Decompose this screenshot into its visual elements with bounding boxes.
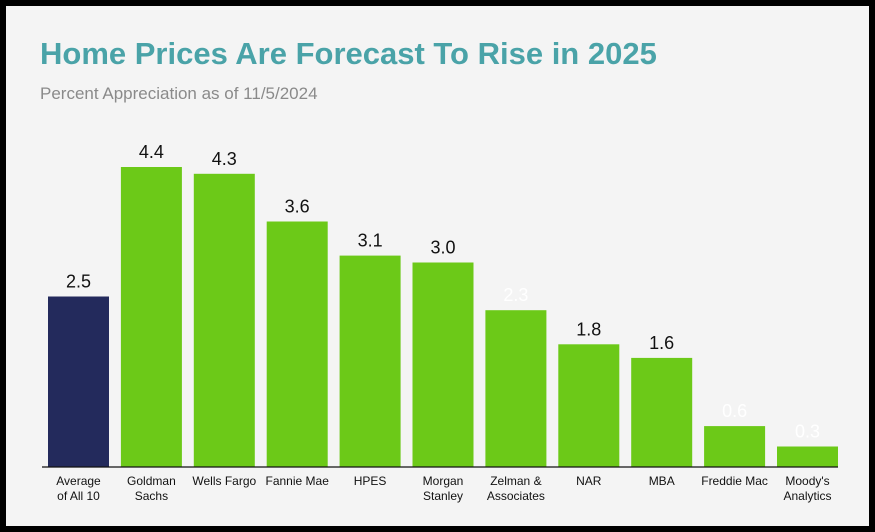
bar-fannie-mae — [266, 221, 328, 467]
value-label-average-of-all-10: 2.5 — [66, 272, 91, 292]
bar-mba — [631, 357, 693, 467]
category-label-line: Wells Fargo — [192, 474, 256, 488]
category-label-moody-s-analytics: Moody's Analytics — [783, 474, 831, 503]
bar-hpes — [339, 255, 401, 467]
value-label-fannie-mae: 3.6 — [285, 197, 310, 217]
category-label-fannie-mae: Fannie Mae — [266, 474, 330, 488]
category-label-line: Average — [56, 474, 101, 488]
category-label-line: of All 10 — [57, 489, 100, 503]
value-label-goldman-sachs: 4.4 — [139, 142, 164, 162]
bar-goldman-sachs — [120, 167, 182, 467]
bars-group — [48, 167, 838, 468]
category-label-average-of-all-10: Average of All 10 — [56, 474, 101, 503]
chart-frame: Home Prices Are Forecast To Rise in 2025… — [6, 6, 869, 526]
category-label-morgan-stanley: Morgan Stanley — [423, 474, 464, 503]
value-label-moody-s-analytics: 0.3 — [795, 422, 820, 442]
category-label-line: Morgan — [423, 474, 464, 488]
bar-average-of-all-10 — [48, 296, 109, 467]
category-label-zelman-associates: Zelman & Associates — [487, 474, 545, 503]
bar-freddie-mac — [704, 426, 766, 467]
category-label-line: Sachs — [135, 489, 168, 503]
value-label-mba: 1.6 — [649, 333, 674, 353]
value-labels-group: 2.5 4.4 4.3 3.6 3.1 3.0 2.3 1.8 1.6 0.6 0.3 — [66, 142, 820, 442]
category-label-freddie-mac: Freddie Mac — [701, 474, 768, 488]
category-label-line: Goldman — [127, 474, 176, 488]
category-label-wells-fargo: Wells Fargo — [192, 474, 256, 488]
category-label-nar: NAR — [576, 474, 602, 488]
category-label-line: Freddie Mac — [701, 474, 768, 488]
bar-nar — [558, 344, 620, 467]
category-label-line: Fannie Mae — [266, 474, 330, 488]
category-label-line: HPES — [354, 474, 387, 488]
bar-morgan-stanley — [412, 262, 474, 467]
category-label-line: MBA — [649, 474, 675, 488]
value-label-hpes: 3.1 — [358, 231, 383, 251]
bar-moody-s-analytics — [777, 446, 838, 467]
category-label-mba: MBA — [649, 474, 675, 488]
category-label-line: Zelman & — [490, 474, 541, 488]
bar-zelman-associates — [485, 310, 547, 467]
category-label-hpes: HPES — [354, 474, 387, 488]
value-label-wells-fargo: 4.3 — [212, 149, 237, 169]
chart-subtitle: Percent Appreciation as of 11/5/2024 — [40, 84, 318, 103]
category-label-goldman-sachs: Goldman Sachs — [127, 474, 176, 503]
bar-wells-fargo — [193, 173, 255, 468]
value-label-nar: 1.8 — [576, 319, 601, 339]
category-label-line: Stanley — [423, 489, 463, 503]
value-label-zelman-associates: 2.3 — [503, 285, 528, 305]
bar-chart: 2.5 4.4 4.3 3.6 3.1 3.0 2.3 1.8 1.6 0.6 0.3 Averag… — [42, 142, 838, 503]
category-label-line: Moody's — [785, 474, 829, 488]
value-label-morgan-stanley: 3.0 — [430, 238, 455, 258]
value-label-freddie-mac: 0.6 — [722, 401, 747, 421]
category-labels-group: Average of All 10 Goldman Sachs Wells Fargo F… — [56, 474, 831, 503]
category-label-line: Associates — [487, 489, 545, 503]
category-label-line: NAR — [576, 474, 602, 488]
category-label-line: Analytics — [783, 489, 831, 503]
chart-title: Home Prices Are Forecast To Rise in 2025 — [40, 36, 657, 71]
